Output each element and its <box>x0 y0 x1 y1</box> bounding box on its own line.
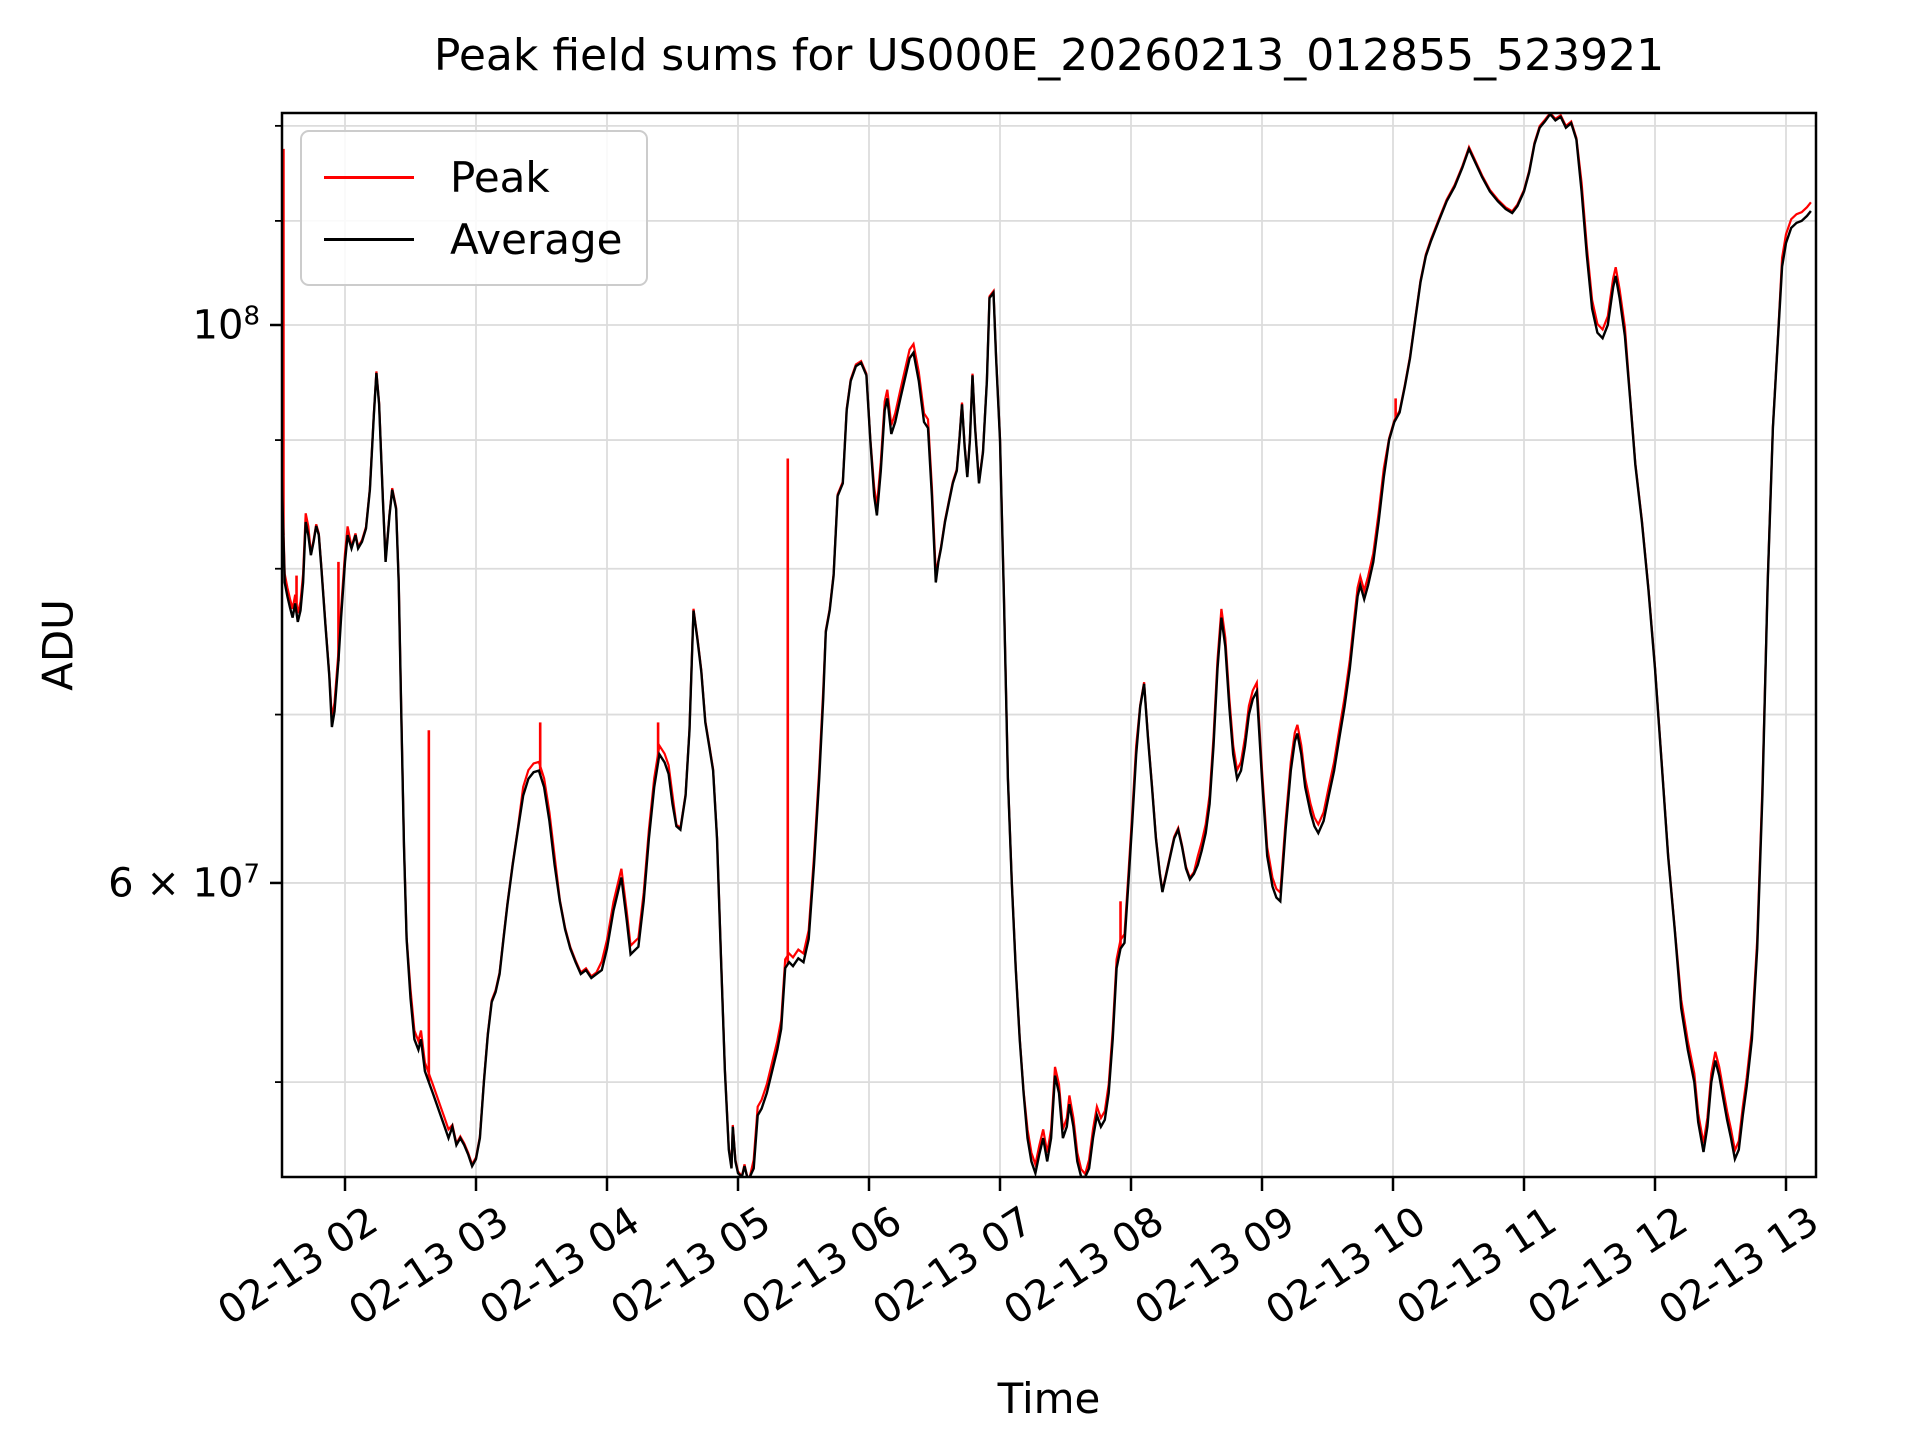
series-layer <box>282 113 1812 1177</box>
x-axis-label: Time <box>997 1374 1101 1423</box>
legend-label-peak: Peak <box>450 152 550 202</box>
average-line-swatch <box>324 237 414 241</box>
y-tick-label: 6 × 107 <box>108 859 260 907</box>
chart-title: Peak field sums for US000E_20260213_0128… <box>433 30 1665 81</box>
series-average-line <box>282 113 1812 1177</box>
legend-item-peak: Peak <box>324 146 622 208</box>
legend-label-average: Average <box>450 214 623 264</box>
y-axis-label: ADU <box>33 599 83 691</box>
plot-border <box>280 111 1818 1179</box>
legend-item-average: Average <box>324 208 622 270</box>
y-tick-label: 108 <box>192 301 260 349</box>
ticks <box>270 124 1788 1191</box>
grid <box>282 113 1816 1177</box>
legend: Peak Average <box>300 130 648 286</box>
peak-line-swatch <box>324 175 414 179</box>
